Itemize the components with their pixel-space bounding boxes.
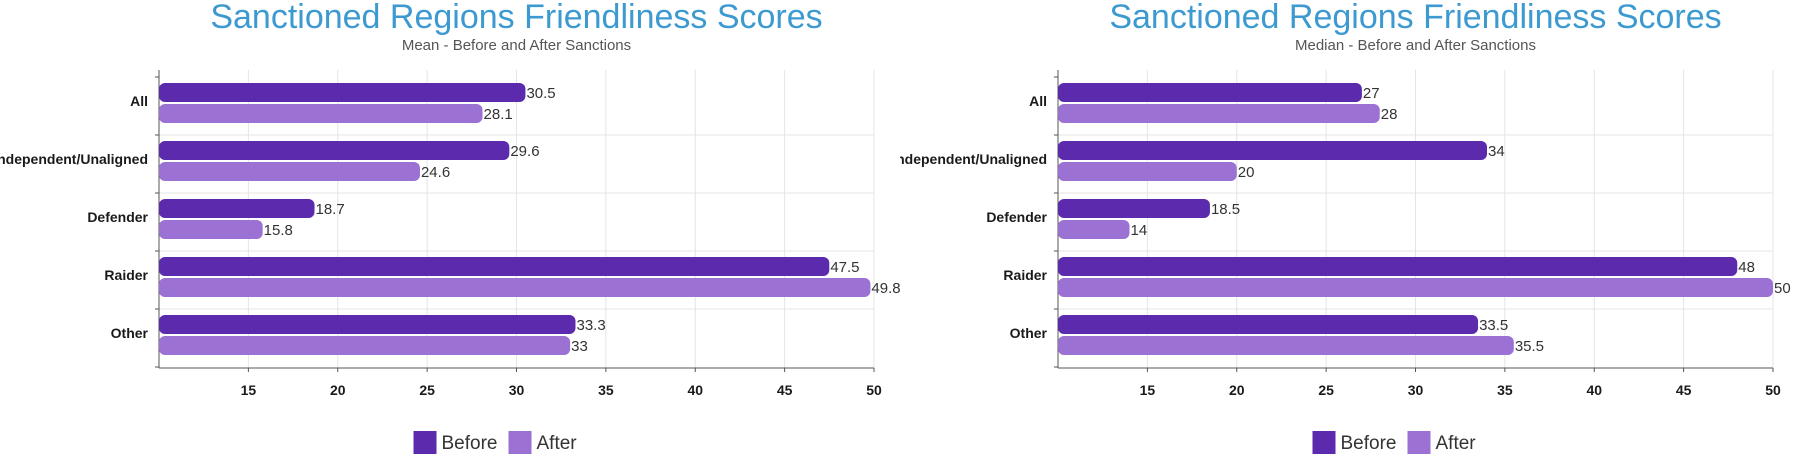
x-tick-label: 30 [1408,382,1424,398]
x-tick-label: 45 [777,382,793,398]
x-tick-label: 15 [1140,382,1156,398]
bar-before [1058,199,1210,218]
legend-swatch [1407,431,1431,454]
x-tick-label: 40 [1586,382,1602,398]
data-label: 14 [1131,222,1148,239]
x-tick-label: 15 [241,382,257,398]
category-label: Raider [104,267,148,283]
bar-after [159,278,871,297]
bar-after [1058,278,1773,297]
data-label: 47.5 [830,259,859,276]
x-tick-label: 25 [419,382,435,398]
x-tick-label: 20 [330,382,346,398]
data-label: 33 [571,338,588,355]
legend-item-before[interactable]: Before [1312,431,1397,454]
data-label: 27 [1363,85,1380,102]
legend-item-after[interactable]: After [1407,431,1477,454]
legend-label: After [537,433,578,454]
legend-swatch [508,431,532,454]
chart-subtitle: Median - Before and After Sanctions [1295,37,1536,54]
chart-mean: Sanctioned Regions Friendliness ScoresMe… [0,0,900,454]
category-label: Independent/Unaligned [0,151,148,167]
legend-label: After [1436,433,1477,454]
category-label: Raider [1003,267,1047,283]
data-label: 30.5 [526,85,555,102]
chart-median: Sanctioned Regions Friendliness ScoresMe… [900,0,1791,454]
bar-before [1058,257,1738,276]
bar-before [1058,83,1362,102]
x-tick-label: 20 [1229,382,1245,398]
bar-after [159,220,263,239]
data-label: 48 [1738,259,1755,276]
category-label: All [1029,93,1047,109]
bar-before [1058,141,1487,160]
category-label: Independent/Unaligned [900,151,1047,167]
data-label: 33.5 [1479,317,1508,334]
x-tick-label: 25 [1318,382,1334,398]
data-label: 18.7 [316,201,345,218]
bar-after [1058,162,1237,181]
legend-label: Before [442,433,498,454]
category-label: Defender [986,209,1047,225]
legend-swatch [413,431,437,454]
data-label: 49.8 [871,280,900,297]
legend-label: Before [1341,433,1397,454]
category-label: All [130,93,148,109]
data-label: 35.5 [1515,338,1544,355]
bar-before [159,83,526,102]
x-tick-label: 35 [1497,382,1513,398]
category-label: Other [111,325,149,341]
data-label: 34 [1488,143,1505,160]
x-tick-label: 40 [687,382,703,398]
data-label: 33.3 [576,317,605,334]
bar-after [1058,104,1380,123]
data-label: 15.8 [264,222,293,239]
bar-before [159,199,315,218]
chart-title: Sanctioned Regions Friendliness Scores [210,0,822,36]
bar-after [159,104,483,123]
bar-before [159,257,830,276]
legend[interactable]: Before After [413,431,578,454]
data-label: 28.1 [484,106,513,123]
bar-after [159,336,571,355]
data-label: 29.6 [510,143,539,160]
category-label: Other [1010,325,1048,341]
x-tick-label: 30 [509,382,525,398]
bar-before [1058,315,1479,334]
legend-item-after[interactable]: After [508,431,578,454]
bar-before [159,315,576,334]
x-tick-label: 50 [866,382,882,398]
data-label: 28 [1381,106,1398,123]
bar-after [1058,336,1514,355]
gridlines [159,70,875,368]
x-tick-label: 45 [1676,382,1692,398]
bar-after [1058,220,1130,239]
bar-before [159,141,510,160]
data-label: 24.6 [421,164,450,181]
legend-swatch [1312,431,1336,454]
bar-after [159,162,420,181]
x-tick-label: 50 [1765,382,1781,398]
x-tick-label: 35 [598,382,614,398]
data-label: 18.5 [1211,201,1240,218]
data-label: 20 [1238,164,1255,181]
legend-item-before[interactable]: Before [413,431,498,454]
data-label: 50 [1774,280,1791,297]
category-label: Defender [87,209,148,225]
chart-subtitle: Mean - Before and After Sanctions [402,37,631,54]
legend[interactable]: Before After [1312,431,1477,454]
chart-title: Sanctioned Regions Friendliness Scores [1109,0,1721,36]
